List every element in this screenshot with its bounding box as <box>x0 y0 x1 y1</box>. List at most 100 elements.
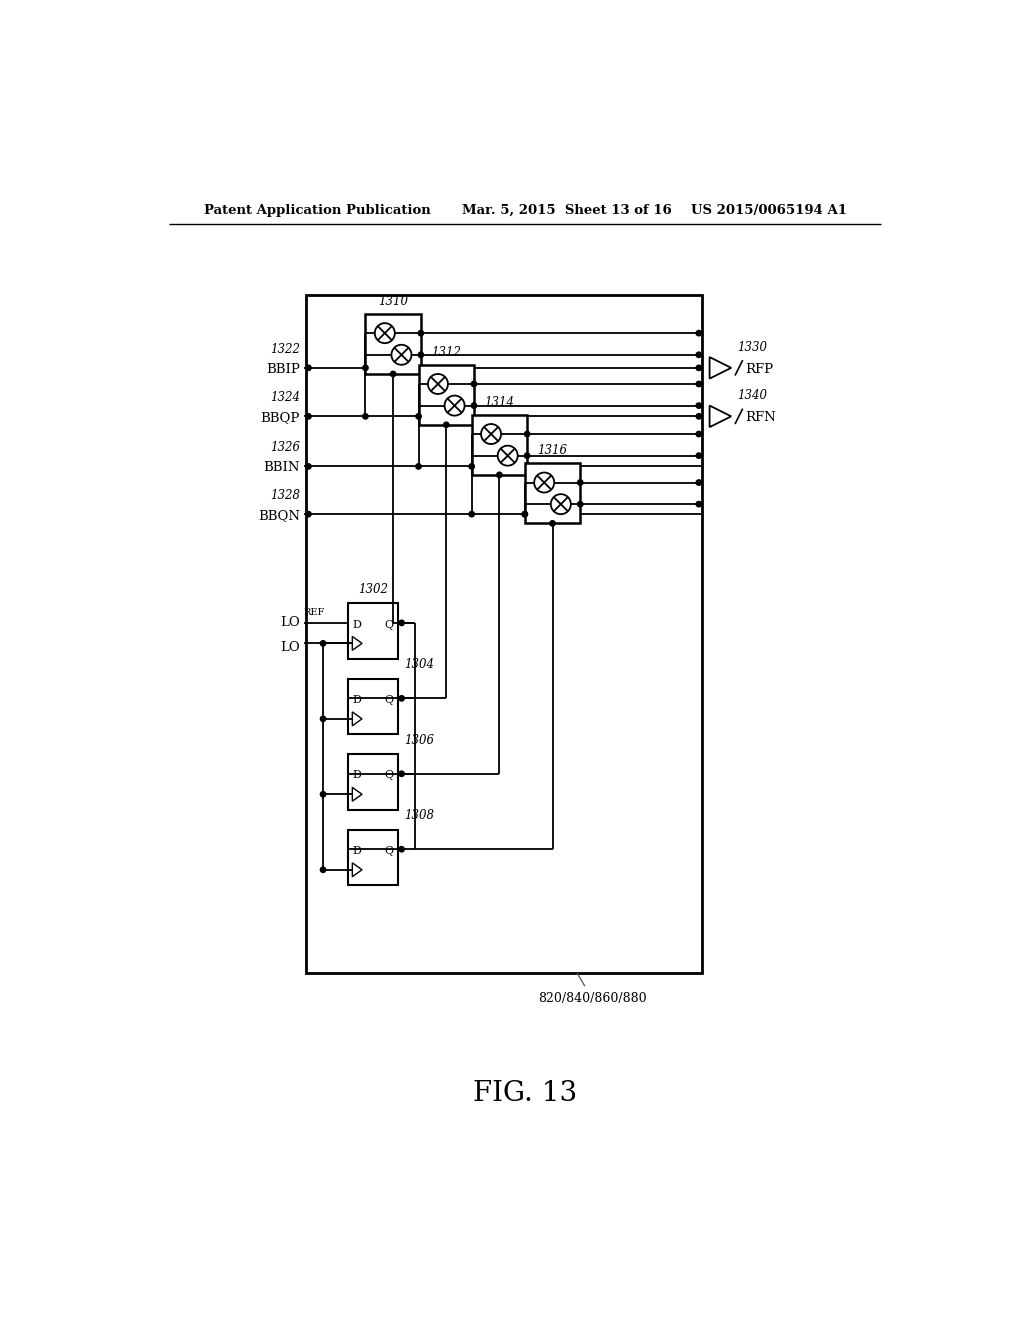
Bar <box>359 309 455 379</box>
Circle shape <box>578 502 583 507</box>
Text: D: D <box>352 771 361 780</box>
Circle shape <box>696 352 701 358</box>
Circle shape <box>696 453 701 458</box>
Polygon shape <box>352 787 362 801</box>
Text: 1308: 1308 <box>404 809 434 822</box>
Circle shape <box>471 381 477 387</box>
Text: 1324: 1324 <box>270 391 300 404</box>
Polygon shape <box>352 636 362 651</box>
Circle shape <box>321 867 326 873</box>
Circle shape <box>578 480 583 486</box>
Text: BBQP: BBQP <box>260 412 300 425</box>
Circle shape <box>443 422 449 428</box>
Bar <box>348 603 397 659</box>
Circle shape <box>362 413 368 418</box>
Circle shape <box>306 413 311 418</box>
Polygon shape <box>352 711 362 726</box>
Circle shape <box>375 323 395 343</box>
Text: 1340: 1340 <box>737 389 767 403</box>
Text: REF: REF <box>304 607 326 616</box>
Text: FIG. 13: FIG. 13 <box>473 1081 577 1107</box>
Bar <box>472 414 527 475</box>
Circle shape <box>418 352 424 358</box>
Text: 1310: 1310 <box>378 294 409 308</box>
Bar <box>348 755 397 809</box>
Circle shape <box>306 511 311 517</box>
Circle shape <box>399 620 404 626</box>
Circle shape <box>444 396 465 416</box>
Circle shape <box>551 494 570 515</box>
Circle shape <box>321 640 326 645</box>
Circle shape <box>498 446 518 466</box>
Text: Q: Q <box>384 696 393 705</box>
Text: LO: LO <box>281 616 300 630</box>
Circle shape <box>306 366 311 371</box>
Circle shape <box>696 432 701 437</box>
Circle shape <box>471 403 477 408</box>
Text: 1304: 1304 <box>404 659 434 671</box>
Polygon shape <box>710 358 731 379</box>
Text: Patent Application Publication: Patent Application Publication <box>204 205 430 218</box>
Polygon shape <box>352 863 362 876</box>
Text: BBQN: BBQN <box>258 510 300 523</box>
Circle shape <box>399 696 404 701</box>
Circle shape <box>321 792 326 797</box>
Circle shape <box>696 480 701 486</box>
Circle shape <box>535 473 554 492</box>
Circle shape <box>481 424 501 444</box>
Circle shape <box>399 846 404 851</box>
Bar <box>348 678 397 734</box>
Bar <box>524 463 581 523</box>
Circle shape <box>391 345 412 364</box>
Circle shape <box>416 413 421 418</box>
Circle shape <box>696 413 701 418</box>
Circle shape <box>696 381 701 387</box>
Circle shape <box>390 371 396 376</box>
Circle shape <box>416 463 421 469</box>
Circle shape <box>362 366 368 371</box>
Circle shape <box>522 511 527 517</box>
Circle shape <box>469 463 474 469</box>
Circle shape <box>306 463 311 469</box>
Text: LO: LO <box>281 642 300 655</box>
Bar <box>359 309 561 484</box>
Text: 1326: 1326 <box>270 441 300 454</box>
Text: 1306: 1306 <box>404 734 434 747</box>
Circle shape <box>696 330 701 335</box>
Polygon shape <box>710 405 731 428</box>
Text: US 2015/0065194 A1: US 2015/0065194 A1 <box>690 205 847 218</box>
Circle shape <box>524 432 529 437</box>
Bar <box>348 830 397 886</box>
Text: 1328: 1328 <box>270 488 300 502</box>
Bar <box>419 364 474 425</box>
Text: 1314: 1314 <box>484 396 514 409</box>
Circle shape <box>497 473 502 478</box>
Text: BBIN: BBIN <box>263 462 300 474</box>
Text: D: D <box>352 846 361 855</box>
Text: Q: Q <box>384 771 393 780</box>
Circle shape <box>418 330 424 335</box>
Text: Q: Q <box>384 619 393 630</box>
Circle shape <box>550 520 555 527</box>
Text: 1322: 1322 <box>270 342 300 355</box>
Text: 1316: 1316 <box>538 444 567 457</box>
Circle shape <box>321 717 326 722</box>
Circle shape <box>428 374 447 393</box>
Text: Q: Q <box>384 846 393 855</box>
Text: RFN: RFN <box>745 412 776 425</box>
Text: 820/840/860/880: 820/840/860/880 <box>539 991 647 1005</box>
Text: RFP: RFP <box>745 363 773 376</box>
Circle shape <box>469 511 474 517</box>
Text: Mar. 5, 2015  Sheet 13 of 16: Mar. 5, 2015 Sheet 13 of 16 <box>462 205 672 218</box>
Text: 1312: 1312 <box>431 346 461 359</box>
Circle shape <box>696 403 701 408</box>
Circle shape <box>399 771 404 776</box>
Text: D: D <box>352 696 361 705</box>
Bar <box>366 314 421 374</box>
Text: D: D <box>352 619 361 630</box>
Circle shape <box>696 366 701 371</box>
Bar <box>359 309 508 430</box>
Text: BBIP: BBIP <box>266 363 300 376</box>
Circle shape <box>522 511 527 517</box>
Bar <box>306 296 701 973</box>
